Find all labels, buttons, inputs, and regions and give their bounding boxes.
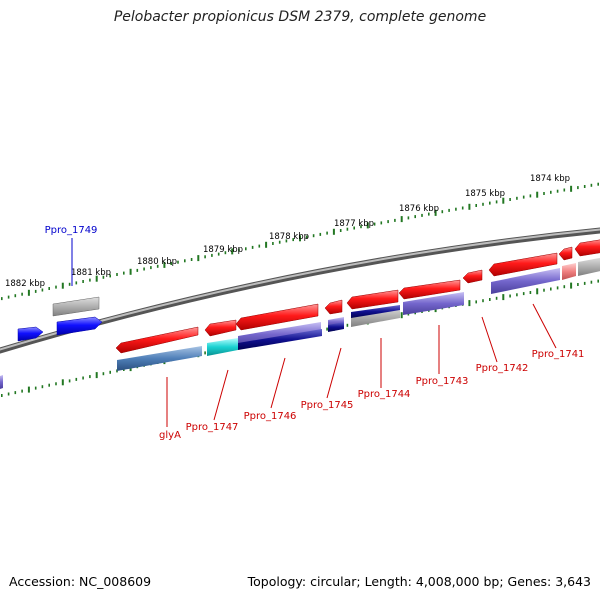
ruler-label-1874: 1874 kbp <box>530 174 570 184</box>
ruler-label-1879: 1879 kbp <box>203 245 243 255</box>
feature-Ppro_1745-b[interactable] <box>328 322 344 332</box>
feature-row <box>117 257 600 371</box>
ruler-label-1876: 1876 kbp <box>399 204 439 214</box>
label-leaders <box>71 238 557 427</box>
genome-summary-text: Topology: circular; Length: 4,008,000 bp… <box>247 574 591 589</box>
label-Ppro_1745[interactable]: Ppro_1745 <box>301 400 354 411</box>
gene-glyA[interactable] <box>115 326 199 354</box>
feature-Ppro_1744-b[interactable] <box>351 305 400 318</box>
feature-Ppro_1746-b[interactable] <box>238 329 322 350</box>
feature-Ppro_1743[interactable] <box>403 292 464 315</box>
ruler-label-1878: 1878 kbp <box>269 232 309 242</box>
outer-tick-row <box>0 182 600 301</box>
gene-small-red-right[interactable] <box>558 246 573 261</box>
ruler-labels: 1874 kbp 1875 kbp 1876 kbp 1877 kbp 1878… <box>5 174 570 289</box>
gene-Ppro_1743[interactable] <box>398 279 461 300</box>
label-Ppro_1742[interactable]: Ppro_1742 <box>476 363 529 374</box>
gene-Ppro_1749[interactable] <box>56 316 103 336</box>
feature-grey-right[interactable] <box>578 257 600 276</box>
gene-Ppro_1746[interactable] <box>235 303 319 331</box>
leader-Ppro_1745 <box>326 347 342 399</box>
ruler-label-1880: 1880 kbp <box>137 257 177 267</box>
gene-Ppro_1744[interactable] <box>346 289 399 310</box>
leader-Ppro_1746 <box>270 357 286 409</box>
ruler-label-1875: 1875 kbp <box>465 189 505 199</box>
label-Ppro_1743[interactable]: Ppro_1743 <box>416 376 469 387</box>
label-Ppro_1749[interactable]: Ppro_1749 <box>45 225 98 236</box>
label-glyA[interactable]: glyA <box>159 430 181 441</box>
feature-Ppro_1747[interactable] <box>207 338 238 356</box>
label-Ppro_1741[interactable]: Ppro_1741 <box>532 349 585 360</box>
gene-Ppro_1741[interactable] <box>488 252 558 277</box>
accession-text: Accession: NC_008609 <box>9 574 152 589</box>
gene-edge-red[interactable] <box>574 239 600 257</box>
leader-Ppro_1742 <box>481 316 498 363</box>
map-title: Pelobacter propionicus DSM 2379, complet… <box>113 9 487 25</box>
leader-Ppro_1747 <box>213 369 229 421</box>
feature-Ppro_1741[interactable] <box>491 268 560 294</box>
gene-labels: Ppro_1749 glyA Ppro_1747 Ppro_1746 Ppro_… <box>45 225 585 441</box>
feature-glyA[interactable] <box>117 346 202 371</box>
gene-Ppro_1745[interactable] <box>324 299 343 315</box>
gene-edge-slate[interactable] <box>0 375 3 389</box>
label-Ppro_1747[interactable]: Ppro_1747 <box>186 422 239 433</box>
gene-Ppro_1742[interactable] <box>462 269 483 284</box>
label-Ppro_1744[interactable]: Ppro_1744 <box>358 389 411 400</box>
leader-Ppro_1741 <box>532 303 557 349</box>
label-Ppro_1746[interactable]: Ppro_1746 <box>244 411 297 422</box>
feature-pink[interactable] <box>562 263 576 280</box>
gene-Ppro_1747[interactable] <box>204 319 237 337</box>
ruler-label-1882: 1882 kbp <box>5 279 45 289</box>
reverse-strand-genes <box>0 296 103 389</box>
ruler-label-1877: 1877 kbp <box>334 219 374 229</box>
forward-strand-genes <box>115 239 600 354</box>
ruler-label-1881: 1881 kbp <box>71 268 111 278</box>
gene-blue-left[interactable] <box>17 326 44 342</box>
gene-grey-1749-area[interactable] <box>52 296 100 317</box>
